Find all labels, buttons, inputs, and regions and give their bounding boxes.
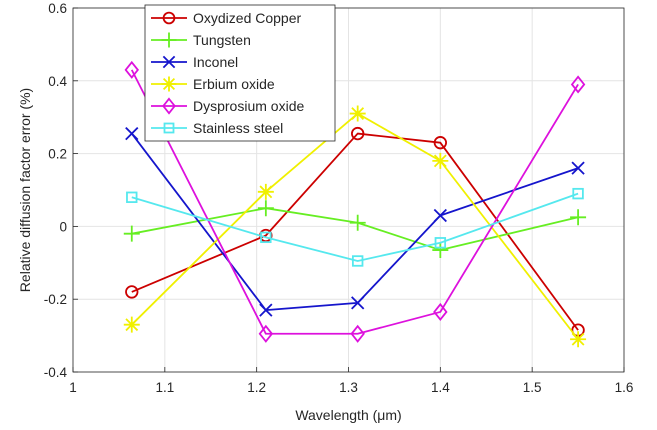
data-point-asterisk bbox=[123, 316, 140, 333]
data-point-square bbox=[572, 187, 584, 200]
series bbox=[125, 126, 585, 317]
series-line bbox=[131, 192, 579, 262]
data-point-asterisk bbox=[161, 76, 177, 92]
data-point-diamond bbox=[124, 60, 140, 79]
x-tick-label: 1 bbox=[69, 380, 77, 395]
legend-label: Tungsten bbox=[193, 32, 251, 48]
legend-label: Inconel bbox=[193, 54, 238, 70]
x-tick-label: 1.2 bbox=[247, 380, 266, 395]
ticks: 1 1.1 1.2 1.3 1.4 1.5 1.6 -0.4 -0.2 0 0.2 0.4 0.6 bbox=[44, 1, 634, 395]
series-group bbox=[123, 60, 587, 348]
series-line bbox=[131, 132, 579, 331]
data-point-x bbox=[433, 208, 447, 223]
y-tick-label: 0.6 bbox=[48, 1, 67, 16]
data-point-square bbox=[351, 255, 364, 267]
data-point-asterisk bbox=[432, 152, 449, 169]
x-tick-label: 1.4 bbox=[431, 380, 450, 395]
data-point-asterisk bbox=[349, 105, 366, 122]
series bbox=[125, 126, 585, 337]
y-tick-label: 0.2 bbox=[48, 147, 67, 162]
series bbox=[126, 187, 584, 267]
data-point-asterisk bbox=[570, 331, 587, 348]
data-point-circle bbox=[351, 126, 365, 141]
y-tick-label: -0.4 bbox=[44, 365, 68, 380]
data-point-x bbox=[125, 126, 139, 141]
legend: Oxydized Copper Tungsten Inconel Erbium oxi… bbox=[144, 4, 336, 142]
legend-item: Stainless steel bbox=[151, 120, 283, 136]
data-point-plus bbox=[432, 242, 449, 259]
data-point-square bbox=[163, 122, 175, 134]
data-point-x bbox=[351, 296, 365, 310]
y-tick-label: 0 bbox=[59, 219, 67, 234]
x-tick-label: 1.1 bbox=[155, 380, 174, 395]
y-tick-label: 0.4 bbox=[48, 74, 67, 89]
legend-label: Stainless steel bbox=[193, 120, 283, 136]
data-point-diamond bbox=[433, 302, 448, 321]
data-point-square bbox=[434, 237, 447, 249]
legend-item: Dysprosium oxide bbox=[151, 97, 304, 115]
data-point-x bbox=[259, 303, 273, 317]
data-point-diamond bbox=[350, 324, 365, 343]
data-point-circle bbox=[162, 11, 176, 25]
data-point-asterisk bbox=[257, 183, 274, 200]
legend-item: Oxydized Copper bbox=[151, 10, 302, 26]
x-axis-label: Wavelength (μm) bbox=[295, 407, 401, 423]
data-point-diamond bbox=[570, 75, 586, 94]
series bbox=[124, 60, 586, 343]
data-point-diamond bbox=[258, 324, 274, 343]
y-tick-label: -0.2 bbox=[44, 292, 67, 307]
data-point-x bbox=[162, 55, 176, 69]
data-point-plus bbox=[123, 225, 140, 242]
x-tick-label: 1.6 bbox=[615, 380, 634, 395]
data-point-diamond bbox=[162, 97, 176, 115]
data-point-x bbox=[571, 161, 585, 175]
data-point-plus bbox=[161, 32, 177, 48]
series-line bbox=[130, 69, 579, 335]
x-tick-label: 1.3 bbox=[339, 380, 358, 395]
y-axis-label: Relative diffusion factor error (%) bbox=[17, 88, 33, 292]
series bbox=[123, 200, 587, 259]
data-point-circle bbox=[125, 285, 139, 299]
x-tick-label: 1.5 bbox=[523, 380, 542, 395]
data-point-square bbox=[260, 231, 272, 244]
data-point-plus bbox=[570, 209, 587, 226]
legend-item: Erbium oxide bbox=[151, 76, 275, 92]
legend-label: Oxydized Copper bbox=[193, 10, 302, 26]
legend-label: Erbium oxide bbox=[193, 76, 275, 92]
data-point-plus bbox=[349, 214, 366, 231]
data-point-circle bbox=[433, 136, 447, 150]
legend-box bbox=[144, 4, 336, 142]
legend-item: Tungsten bbox=[151, 32, 251, 48]
legend-label: Dysprosium oxide bbox=[193, 98, 304, 114]
legend-item: Inconel bbox=[151, 54, 238, 70]
data-point-square bbox=[126, 191, 138, 203]
series bbox=[123, 105, 587, 348]
data-point-plus bbox=[257, 200, 274, 217]
